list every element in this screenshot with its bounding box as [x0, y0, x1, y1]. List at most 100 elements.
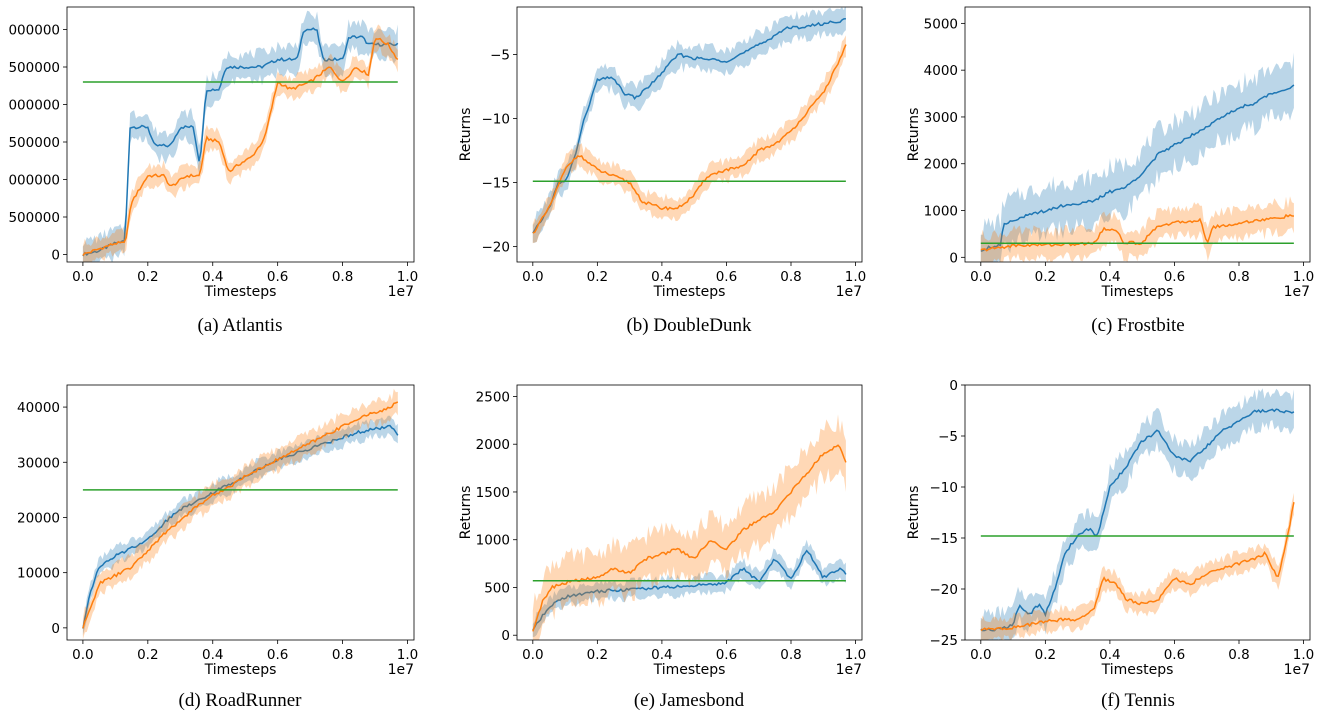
tennis-series-orange-line	[980, 502, 1295, 631]
doubledunk-series-blue-line	[532, 18, 846, 234]
roadrunner-axes-frame	[66, 384, 415, 641]
doubledunk-x-tick-label: 1.0	[845, 269, 866, 285]
frostbite-series-blue-band	[980, 52, 1294, 262]
doubledunk-y-tick-label: −20	[482, 240, 511, 256]
jamesbond-caption: (e) Jamesbond	[633, 690, 745, 711]
doubledunk-x-tick-label: 0.0	[522, 269, 543, 285]
jamesbond-plot: 0.0 0.2 0.4 0.6 0.8 1.0 0 500 1000 1500 2000 2500 Ti…	[458, 384, 866, 678]
tennis-x-tick-label: 0.6	[1164, 647, 1185, 663]
jamesbond-y-tick-label: 1000	[476, 533, 510, 549]
atlantis-x-axis-label: Timesteps	[204, 284, 277, 300]
jamesbond-y-tick-label: 2500	[476, 389, 510, 405]
frostbite-x-offset-label: 1e7	[1284, 284, 1310, 300]
tennis-caption: (f) Tennis	[1101, 690, 1175, 711]
jamesbond-chart: 0.0 0.2 0.4 0.6 0.8 1.0 0 500 1000 1500 2000 2500 Ti…	[458, 384, 866, 711]
tennis-x-offset-label: 1e7	[1284, 662, 1310, 678]
jamesbond-series-orange-line	[532, 444, 847, 632]
frostbite-x-tick-label: 0.2	[1035, 269, 1056, 285]
doubledunk-series-orange-line	[532, 44, 847, 234]
doubledunk-y-tick-label: −15	[482, 176, 511, 192]
atlantis-y-tick-label: 500000	[8, 210, 60, 226]
atlantis-y-tick-label: 2000000	[0, 98, 60, 114]
frostbite-y-tick-label: 1000	[924, 204, 958, 220]
roadrunner-series-orange-band	[82, 388, 398, 640]
doubledunk-y-axis-label: Returns	[458, 108, 474, 162]
jamesbond-y-axis-label: Returns	[458, 486, 474, 540]
roadrunner-x-tick-label: 1.0	[397, 647, 418, 663]
atlantis-axes-frame	[66, 6, 415, 263]
doubledunk-x-tick-label: 0.2	[587, 269, 608, 285]
tennis-series-orange-band	[980, 492, 1294, 640]
roadrunner-series-orange-line	[82, 401, 399, 629]
jamesbond-x-offset-label: 1e7	[836, 662, 862, 678]
frostbite-x-tick-label: 0.4	[1099, 269, 1120, 285]
roadrunner-y-tick-label: 40000	[17, 400, 60, 416]
jamesbond-x-tick-label: 0.2	[587, 647, 608, 663]
atlantis-chart: 0.0 0.2 0.4 0.6 0.8 1.0 0 500000 1000000 1500000 2…	[0, 0, 440, 355]
tennis-y-tick-label: −5	[938, 429, 958, 445]
jamesbond-x-tick-label: 0.4	[651, 647, 672, 663]
doubledunk-x-axis-label: Timesteps	[653, 284, 726, 300]
jamesbond-x-tick-label: 0.6	[716, 647, 737, 663]
roadrunner-y-tick-label: 10000	[17, 566, 60, 582]
frostbite-y-tick-label: 4000	[924, 63, 958, 79]
jamesbond-x-tick-label: 0.8	[780, 647, 801, 663]
atlantis-series-orange-band	[82, 24, 398, 262]
doubledunk-y-tick-label: −5	[490, 47, 510, 63]
tennis-axes-frame	[964, 384, 1311, 641]
tennis-x-tick-label: 1.0	[1293, 647, 1314, 663]
tennis-y-axis-label: Returns	[906, 486, 922, 540]
frostbite-caption: (c) Frostbite	[1091, 315, 1185, 336]
jamesbond-y-tick-label: 500	[484, 580, 510, 596]
atlantis-x-tick-label: 1.0	[397, 269, 418, 285]
doubledunk-caption: (b) DoubleDunk	[626, 315, 752, 336]
atlantis-x-tick-label: 0.2	[137, 269, 158, 285]
tennis-x-tick-label: 0.2	[1035, 647, 1056, 663]
doubledunk-x-tick-label: 0.6	[716, 269, 737, 285]
jamesbond-y-tick-label: 0	[501, 628, 510, 644]
roadrunner-chart: 0.0 0.2 0.4 0.6 0.8 1.0 0 10000 20000 30000 40000 T…	[0, 0, 440, 721]
frostbite-axes-frame	[964, 6, 1311, 263]
doubledunk-chart: 0.0 0.2 0.4 0.6 0.8 1.0 −20 −15 −10 −5 Timesteps 1e…	[0, 0, 880, 355]
jamesbond-x-tick-label: 1.0	[845, 647, 866, 663]
roadrunner-plot: 0.0 0.2 0.4 0.6 0.8 1.0 0 10000 20000 30000 40000 T…	[17, 384, 418, 678]
roadrunner-y-tick-label: 0	[51, 621, 60, 637]
atlantis-y-tick-label: 1000000	[0, 173, 60, 189]
tennis-series-blue-line	[980, 408, 1295, 632]
jamesbond-x-tick-label: 0.0	[522, 647, 543, 663]
tennis-x-tick-label: 0.8	[1228, 647, 1249, 663]
roadrunner-caption: (d) RoadRunner	[178, 690, 302, 711]
atlantis-y-tick-label: 2500000	[0, 60, 60, 76]
doubledunk-series-blue-band	[532, 7, 846, 243]
atlantis-y-tick-label: 1500000	[0, 135, 60, 151]
jamesbond-axes-frame	[516, 384, 863, 641]
roadrunner-x-tick-label: 0.6	[267, 647, 288, 663]
roadrunner-y-tick-label: 20000	[17, 510, 60, 526]
atlantis-x-tick-label: 0.8	[332, 269, 353, 285]
doubledunk-plot: 0.0 0.2 0.4 0.6 0.8 1.0 −20 −15 −10 −5 Timesteps 1e…	[458, 6, 866, 300]
frostbite-y-tick-label: 0	[949, 250, 958, 266]
atlantis-series-blue-line	[82, 27, 399, 257]
jamesbond-series-blue-line	[532, 549, 847, 631]
frostbite-y-tick-label: 2000	[924, 157, 958, 173]
doubledunk-axes-frame	[516, 6, 863, 263]
doubledunk-x-tick-label: 0.4	[651, 269, 672, 285]
atlantis-x-tick-label: 0.6	[267, 269, 288, 285]
roadrunner-x-axis-label: Timesteps	[204, 662, 277, 678]
tennis-y-tick-label: 0	[949, 378, 958, 394]
roadrunner-x-offset-label: 1e7	[388, 662, 414, 678]
jamesbond-y-tick-label: 1500	[476, 485, 510, 501]
doubledunk-x-tick-label: 0.8	[780, 269, 801, 285]
roadrunner-series-blue-line	[82, 424, 399, 629]
atlantis-x-offset-label: 1e7	[388, 284, 414, 300]
roadrunner-y-tick-label: 30000	[17, 455, 60, 471]
frostbite-plot: 0.0 0.2 0.4 0.6 0.8 1.0 0 1000 2000 3000 4000 5000 T…	[906, 6, 1314, 300]
frostbite-y-axis-label: Returns	[906, 108, 922, 162]
atlantis-plot: 0.0 0.2 0.4 0.6 0.8 1.0 0 500000 1000000 1500000 2…	[0, 6, 418, 300]
tennis-y-tick-label: −25	[930, 633, 959, 649]
tennis-x-tick-label: 0.0	[970, 647, 991, 663]
frostbite-series-blue-line	[980, 84, 1295, 252]
doubledunk-y-tick-label: −10	[482, 111, 511, 127]
tennis-y-tick-label: −15	[930, 531, 959, 547]
